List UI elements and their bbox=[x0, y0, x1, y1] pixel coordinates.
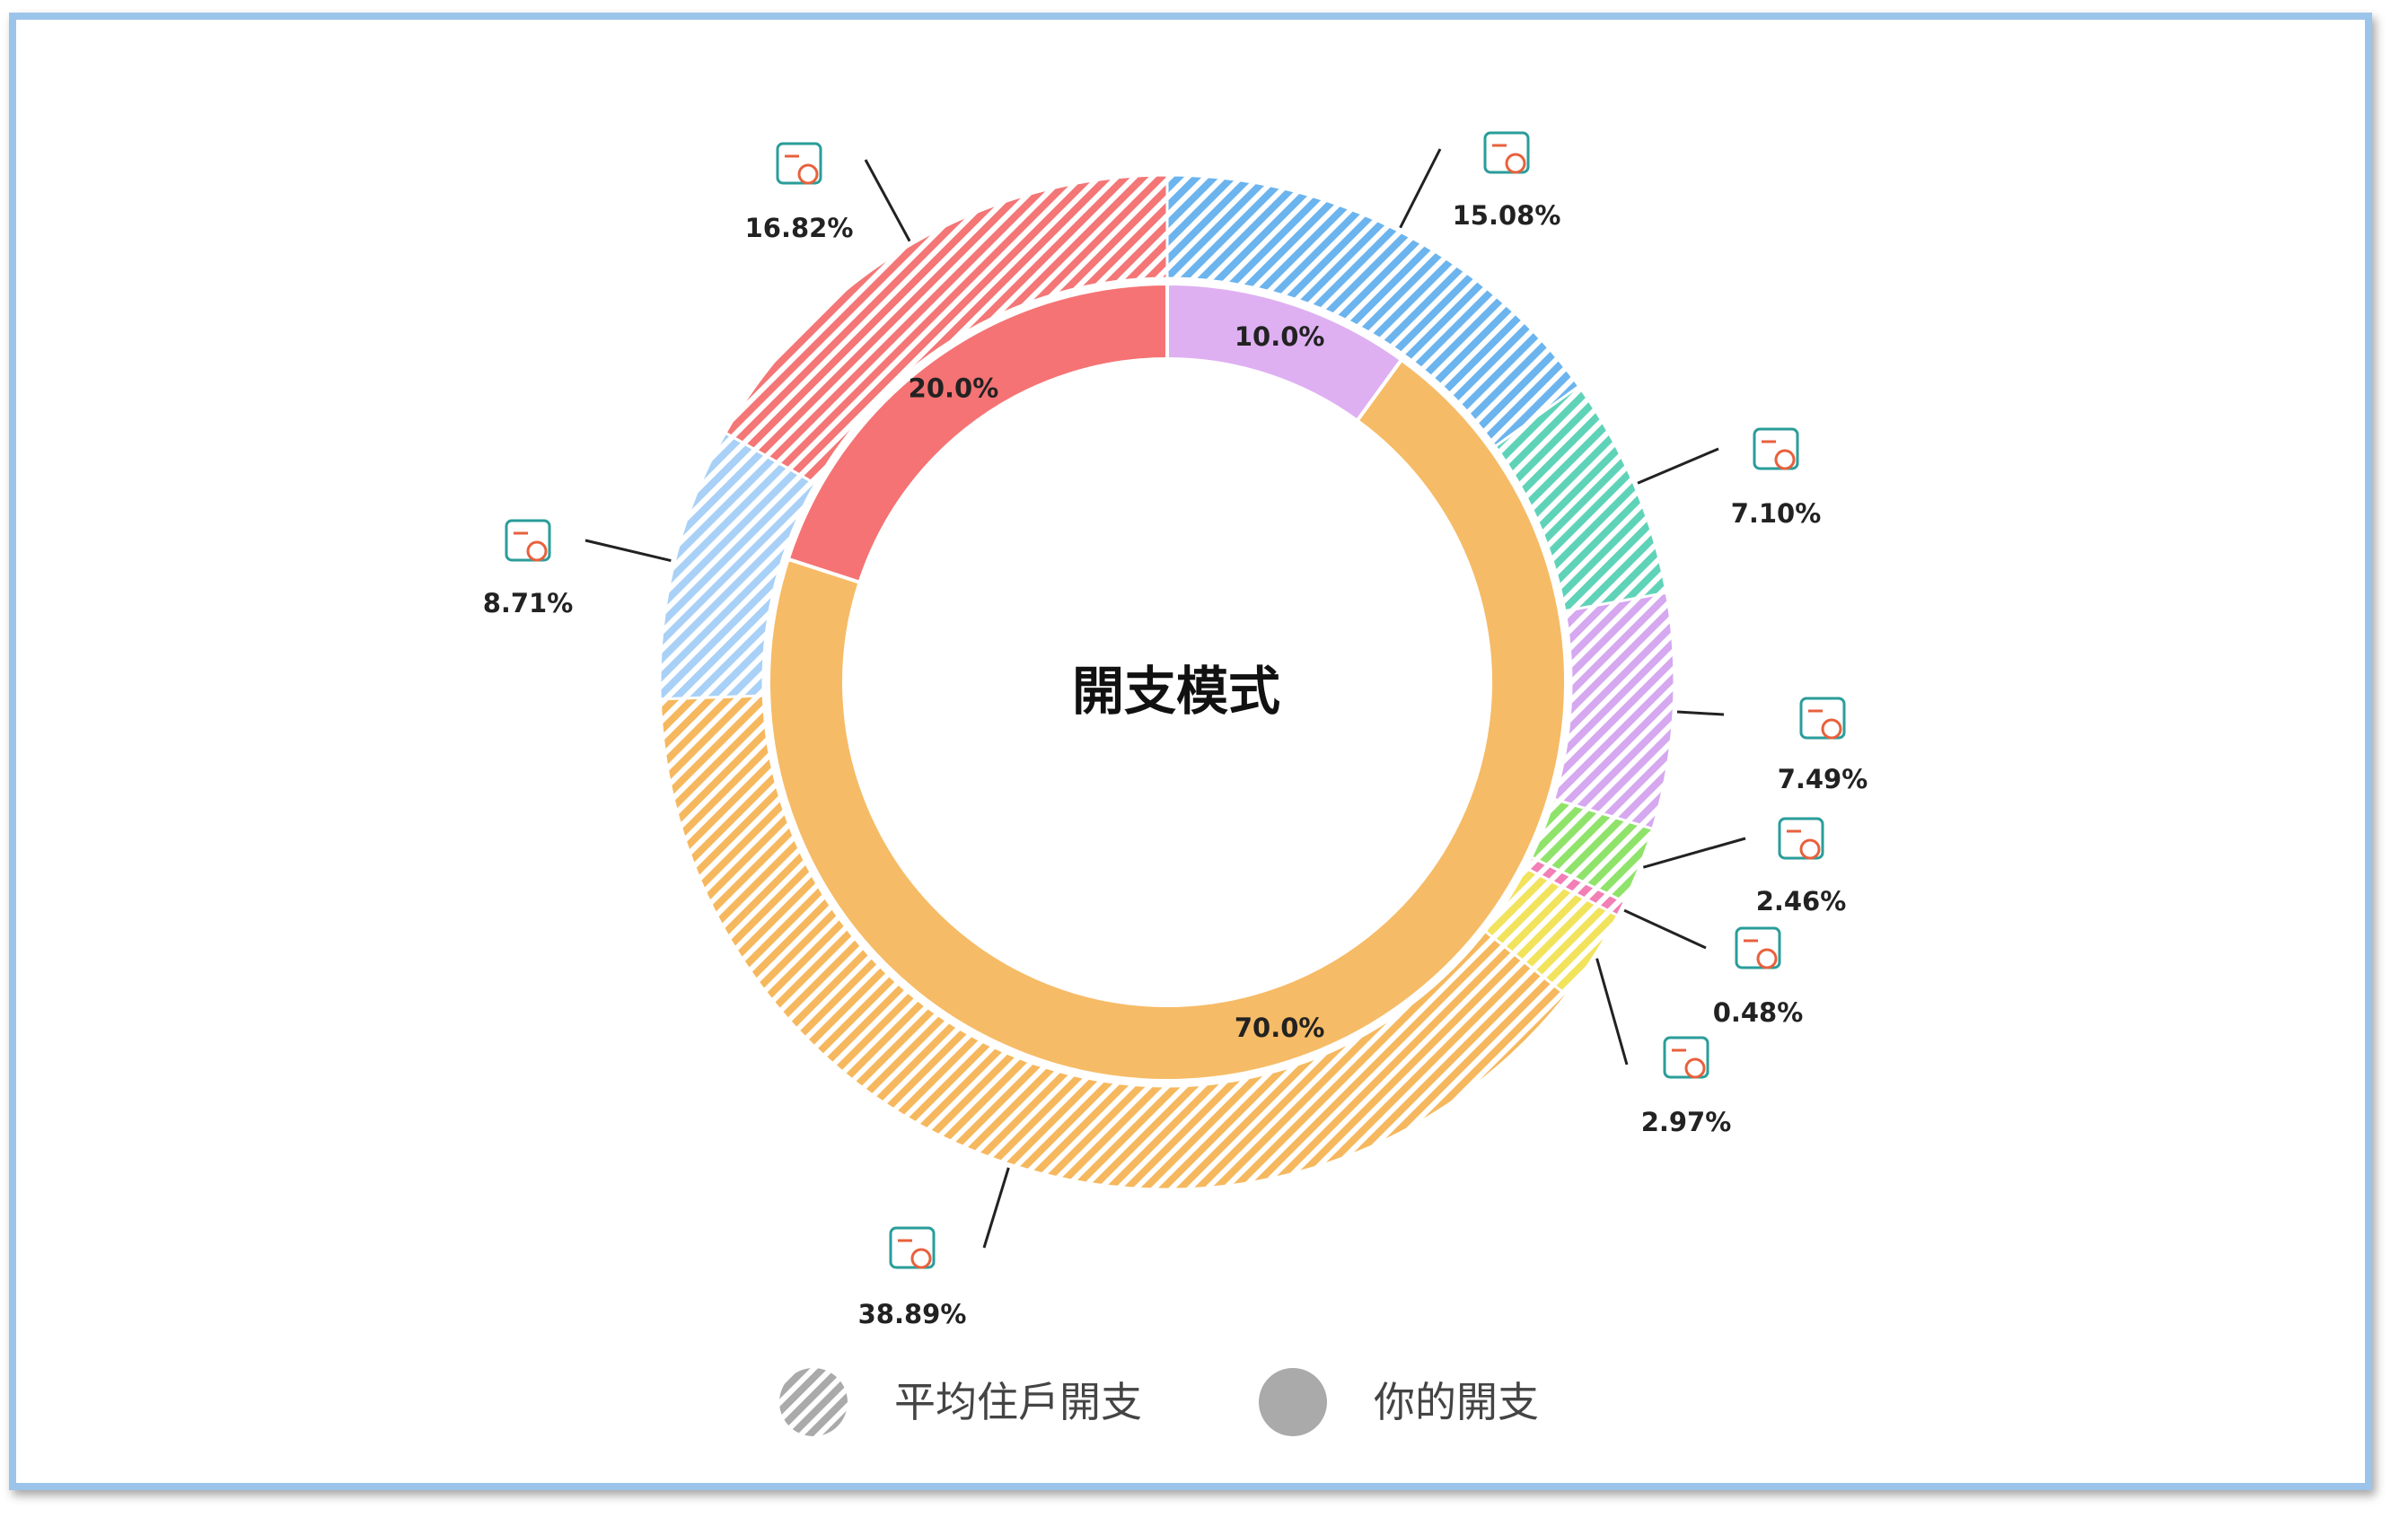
chart-title: 開支模式 bbox=[1072, 661, 1280, 722]
outer-slice-6[interactable] bbox=[658, 694, 1569, 1191]
outer-ring-average-household bbox=[658, 173, 1676, 1191]
leader-line-6 bbox=[982, 1167, 1010, 1249]
outer-slice-8[interactable] bbox=[723, 173, 1169, 486]
category-icons bbox=[505, 131, 1846, 1269]
inner-value-label-0: 10.0% bbox=[1235, 321, 1325, 352]
chart-legend: 平均住戶開支 你的開支 bbox=[779, 1368, 1539, 1436]
outer-value-label-3: 2.46% bbox=[1756, 886, 1847, 916]
leader-line-4 bbox=[1623, 908, 1707, 950]
inner-slice-2[interactable] bbox=[786, 281, 1169, 585]
laundry-bag-icon bbox=[1753, 427, 1799, 470]
housing-cost-icon bbox=[889, 1226, 936, 1269]
outer-value-label-5: 2.97% bbox=[1641, 1107, 1732, 1137]
outer-value-label-8: 16.82% bbox=[745, 213, 854, 243]
legend-label-average-household: 平均住戶開支 bbox=[894, 1378, 1142, 1426]
leader-line-7 bbox=[584, 539, 672, 563]
clothing-shoes-icon bbox=[1778, 817, 1824, 860]
inner-value-label-2: 20.0% bbox=[909, 373, 999, 403]
inner-slice-1[interactable] bbox=[767, 356, 1569, 1083]
outer-value-label-6: 38.89% bbox=[858, 1299, 967, 1329]
dining-meals-icon bbox=[776, 142, 822, 185]
outer-value-label-1: 7.10% bbox=[1731, 498, 1822, 529]
travel-transport-icon bbox=[1799, 697, 1846, 740]
outer-value-label-2: 7.49% bbox=[1778, 764, 1868, 794]
legend-item-average-household[interactable]: 平均住戶開支 bbox=[779, 1368, 1142, 1436]
outer-value-label-7: 8.71% bbox=[483, 588, 574, 618]
leader-lines bbox=[584, 148, 1746, 1249]
leader-line-5 bbox=[1595, 958, 1629, 1066]
legend-swatch-solid bbox=[1259, 1368, 1327, 1436]
legend-swatch-hatched bbox=[779, 1368, 848, 1436]
legend-label-your-expenses: 你的開支 bbox=[1374, 1378, 1539, 1426]
inner-value-labels: 10.0% 70.0% 20.0% bbox=[909, 321, 1325, 1043]
grocery-basket-icon bbox=[505, 519, 551, 562]
outer-value-label-4: 0.48% bbox=[1713, 997, 1804, 1028]
legend-item-your-expenses[interactable]: 你的開支 bbox=[1259, 1368, 1539, 1436]
inner-value-label-1: 70.0% bbox=[1235, 1013, 1325, 1043]
outer-value-label-0: 15.08% bbox=[1453, 200, 1561, 231]
alcohol-tobacco-icon bbox=[1735, 926, 1781, 969]
education-medical-wifi-icon bbox=[1483, 131, 1530, 174]
leader-line-2 bbox=[1676, 710, 1725, 716]
leader-line-3 bbox=[1642, 837, 1746, 869]
outer-value-labels: 15.08% 7.10% 7.49% 2.46% 0.48% 2.97% 38.89% 8.7… bbox=[483, 200, 1868, 1329]
outer-slice-2[interactable] bbox=[1551, 591, 1676, 831]
fuel-utilities-icon bbox=[1663, 1036, 1709, 1079]
inner-ring-your-expenses bbox=[767, 281, 1569, 1083]
leader-line-8 bbox=[864, 159, 911, 242]
leader-line-1 bbox=[1637, 447, 1719, 485]
leader-line-0 bbox=[1399, 148, 1442, 229]
